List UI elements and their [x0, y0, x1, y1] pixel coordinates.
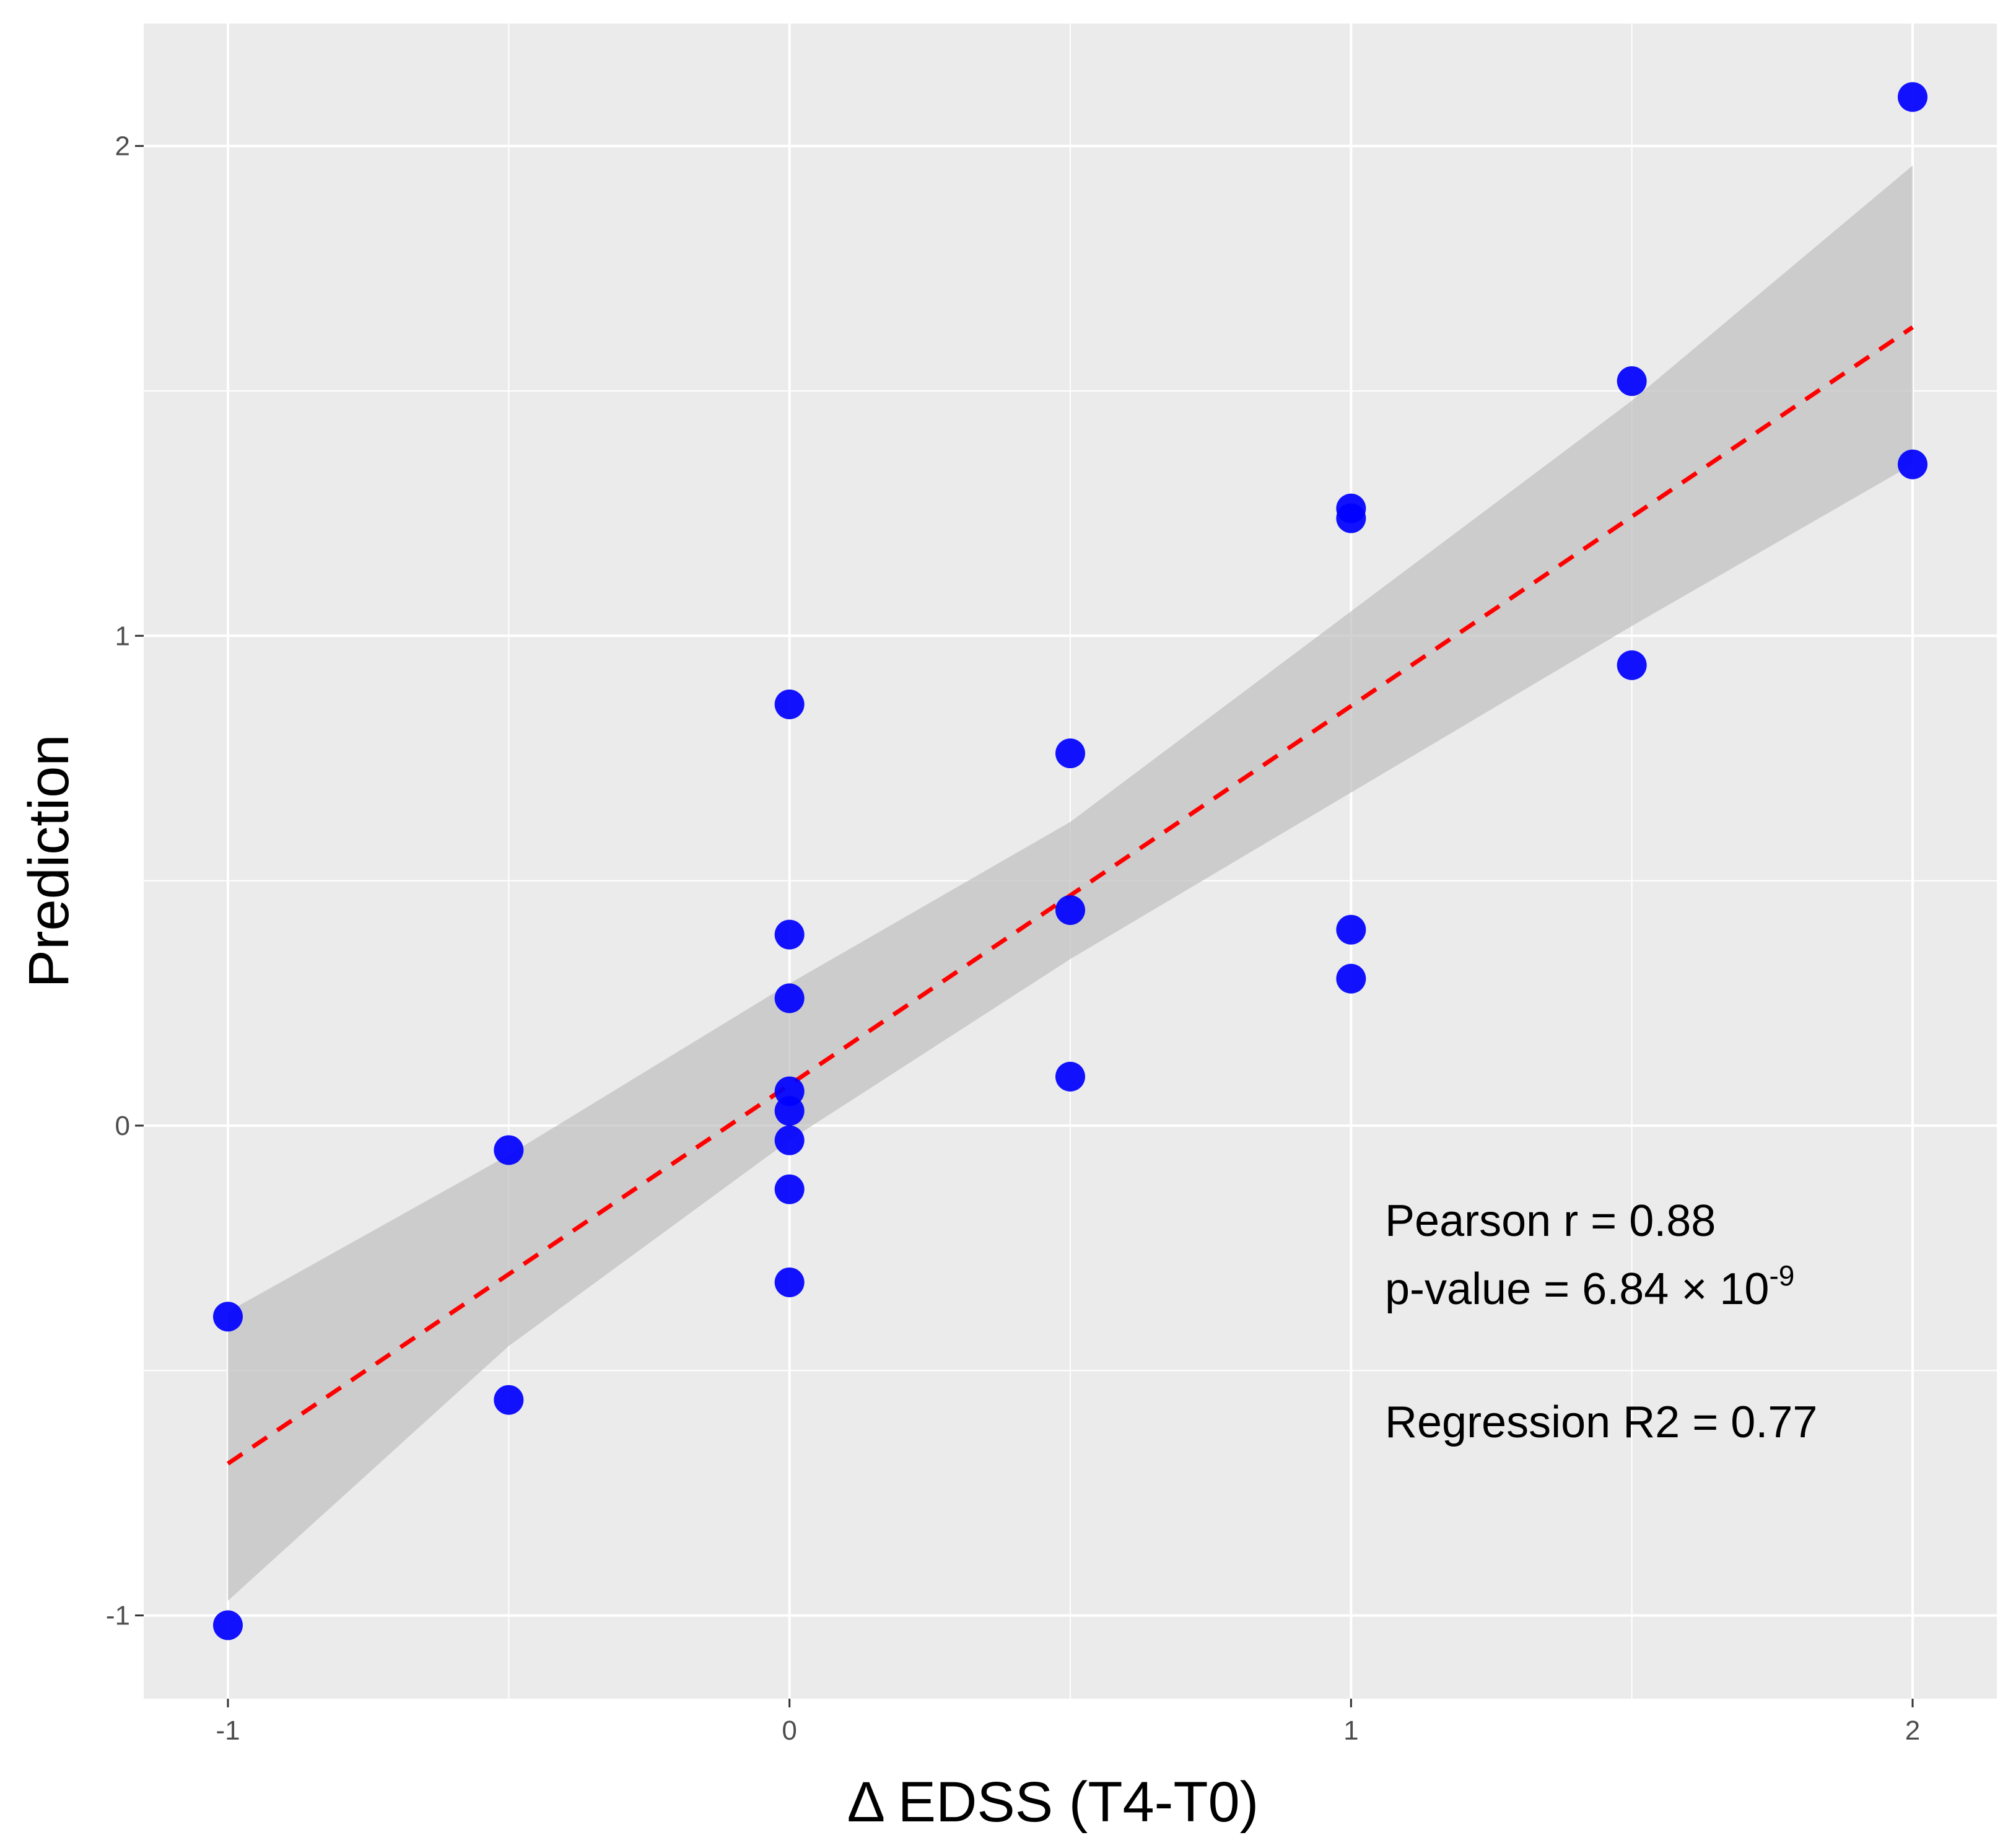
y-tick-label: 0 — [115, 1111, 130, 1141]
x-tick-label: 1 — [1343, 1715, 1358, 1746]
data-point-3 — [494, 1135, 524, 1165]
data-point-10 — [774, 1125, 805, 1155]
pvalue-annotation: p-value = 6.84 × 10-9 — [1385, 1259, 1794, 1314]
data-point-13 — [1055, 738, 1085, 769]
y-axis-title: Prediction — [17, 734, 81, 987]
data-point-6 — [774, 919, 805, 950]
data-point-18 — [1336, 914, 1366, 945]
data-point-11 — [774, 1174, 805, 1204]
data-point-4 — [494, 1385, 524, 1415]
data-point-15 — [1055, 1061, 1085, 1092]
data-point-9 — [774, 1096, 805, 1126]
data-point-19 — [1336, 963, 1366, 994]
data-point-5 — [774, 689, 805, 719]
data-point-12 — [774, 1267, 805, 1297]
data-point-23 — [1898, 449, 1927, 480]
x-tick-label: 2 — [1905, 1715, 1920, 1746]
pearson-annotation: Pearson r = 0.88 — [1385, 1196, 1716, 1246]
x-axis-title: Δ EDSS (T4-T0) — [847, 1771, 1259, 1834]
data-point-20 — [1617, 366, 1647, 396]
data-points — [213, 82, 1927, 1640]
confidence-band — [228, 165, 1913, 1601]
r2-annotation: Regression R2 = 0.77 — [1385, 1398, 1817, 1447]
data-point-1 — [213, 1302, 243, 1332]
data-point-17 — [1336, 503, 1366, 533]
y-tick-label: 1 — [115, 621, 130, 651]
y-tick-label: 2 — [115, 131, 130, 162]
data-point-22 — [1898, 82, 1927, 112]
pvalue-text: p-value = 6.84 × 10 — [1385, 1264, 1769, 1314]
x-tick-label: 0 — [782, 1715, 797, 1746]
y-axis-ticks: -1 0 1 2 — [106, 131, 144, 1631]
x-tick-label: -1 — [216, 1715, 240, 1746]
stats-annotation: Pearson r = 0.88 p-value = 6.84 × 10-9 R… — [1385, 1196, 1817, 1447]
data-point-7 — [774, 983, 805, 1014]
data-point-14 — [1055, 895, 1085, 926]
pvalue-exponent: -9 — [1769, 1259, 1794, 1292]
y-tick-label: -1 — [106, 1601, 130, 1631]
x-axis-ticks: -1 0 1 2 — [216, 1699, 1920, 1746]
data-point-21 — [1617, 650, 1647, 680]
data-point-2 — [213, 1610, 243, 1640]
